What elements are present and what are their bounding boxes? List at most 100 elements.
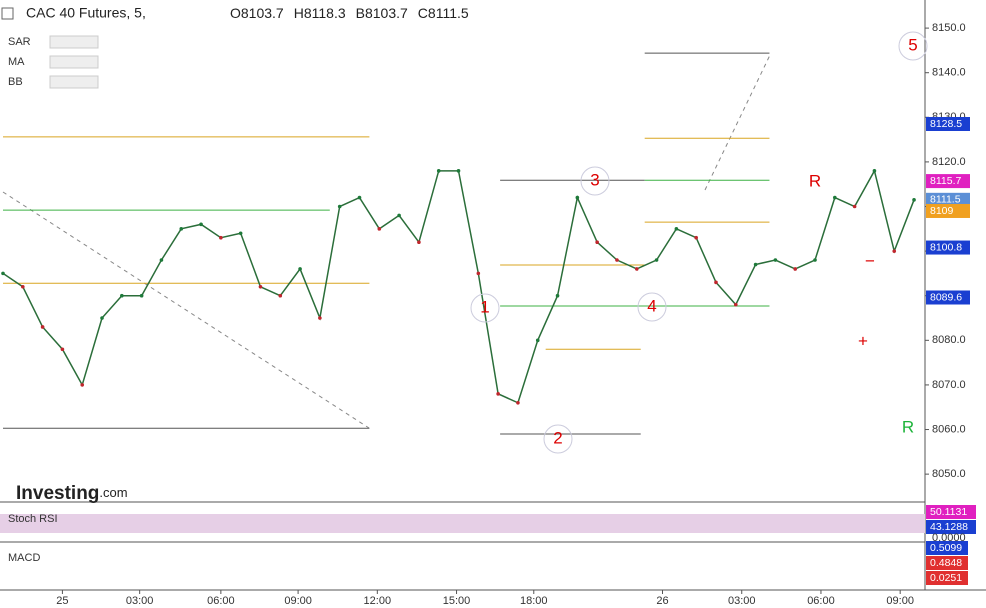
trend-line [2,191,370,429]
price-point [278,293,283,298]
ohlc: O8103.7 H8118.3 B8103.7 C8111.5 [230,5,469,21]
price-tag [926,192,970,207]
annotation-circle [898,31,928,61]
macd-tag [926,541,968,555]
indicator-controls[interactable] [49,55,99,69]
macd-value: 0.4848 [930,557,962,569]
annotation: R [809,171,821,190]
price-point [298,267,302,271]
price-point [397,213,401,218]
x-tick-label: 18:00 [520,595,548,607]
price-tag [926,174,970,189]
price-tag [926,240,970,255]
ohlc-key: O [230,5,241,21]
price-point [219,235,223,240]
price-point [496,392,500,396]
annotation: 5 [908,35,917,54]
price-point [318,316,322,320]
macd-tag [926,571,968,585]
price-point [555,293,560,298]
logo: Investing.com [16,483,128,504]
price-point [60,347,65,352]
stoch-label: Stoch RSI [8,513,58,525]
price-tag-label: 8089.6 [930,291,962,303]
indicator-controls[interactable] [49,75,99,89]
ohlc-key: C [418,5,428,21]
ohlc-key: B [356,5,365,21]
x-tick-label: 03:00 [728,595,756,607]
price-point [575,195,580,200]
x-tick-label: 06:00 [207,595,235,607]
macd-value: 0.5099 [930,542,962,554]
logo-main: Investing [16,483,99,504]
ohlc-value: 8118.3 [304,5,346,21]
macd-tag [926,556,968,570]
price-point [476,271,481,276]
x-tick-label: 03:00 [126,595,154,607]
price-point [1,271,5,276]
price-point [238,231,243,236]
annotation: 1 [480,297,489,316]
macd-value: 0.0251 [930,572,962,584]
price-point [377,227,382,231]
price-point [634,267,639,271]
x-tick-label: 26 [656,595,668,607]
macd-label: MACD [8,552,40,564]
price-tag [926,290,970,305]
price-point [120,293,124,298]
stoch-tag [926,505,976,519]
x-tick-label: 15:00 [443,595,471,607]
price-point [654,258,659,262]
annotation-circle [637,292,667,322]
price-point [516,400,520,405]
y-tick-label: 8080.0 [932,334,966,346]
price-point [199,222,203,227]
x-tick-label: 06:00 [807,595,835,607]
price-point [80,383,85,387]
price-tag-label: 8115.7 [930,175,961,187]
trend-line [704,54,771,191]
price-point [773,258,778,262]
price-point [833,195,837,200]
chart-title: CAC 40 Futures, 5, [26,5,146,21]
price-point [694,235,698,240]
ohlc-value: 8103.7 [365,5,408,21]
price-point [337,204,342,209]
ohlc-value: 8111.5 [428,5,469,21]
price-point [733,302,738,307]
stoch-scale: 0.0000 [932,532,966,544]
y-tick-label: 8150.0 [932,22,966,34]
logo-suffix: .com [99,485,127,500]
price-point [139,293,144,298]
price-point [615,258,619,262]
price-point [813,258,817,262]
price-point [674,227,679,231]
price-point [793,267,798,271]
x-tick-label: 09:00 [886,595,914,607]
y-tick-label: 8140.0 [932,67,966,79]
price-tag [926,203,970,218]
collapse-icon[interactable] [1,7,14,20]
y-tick-label: 8070.0 [932,379,966,391]
indicator-label: SAR [8,36,31,48]
stoch-band [0,514,925,533]
y-tick-label: 8060.0 [932,423,966,435]
price-point [21,284,25,289]
price-point [456,169,461,173]
price-point [417,240,421,244]
annotation: − [865,251,875,270]
indicator-controls[interactable] [49,35,99,49]
y-tick-label: 8120.0 [932,156,966,168]
price-point [100,316,104,320]
price-point [595,240,599,244]
indicator-label: BB [8,76,23,88]
price-tag-label: 8111.5 [930,194,961,206]
stoch-value: 43.1288 [930,521,968,533]
x-tick-label: 25 [56,595,68,607]
price-point [872,169,877,173]
price-tag-label: 8109 [930,205,954,217]
indicator-label: MA [8,56,25,68]
annotation: 2 [553,428,562,447]
